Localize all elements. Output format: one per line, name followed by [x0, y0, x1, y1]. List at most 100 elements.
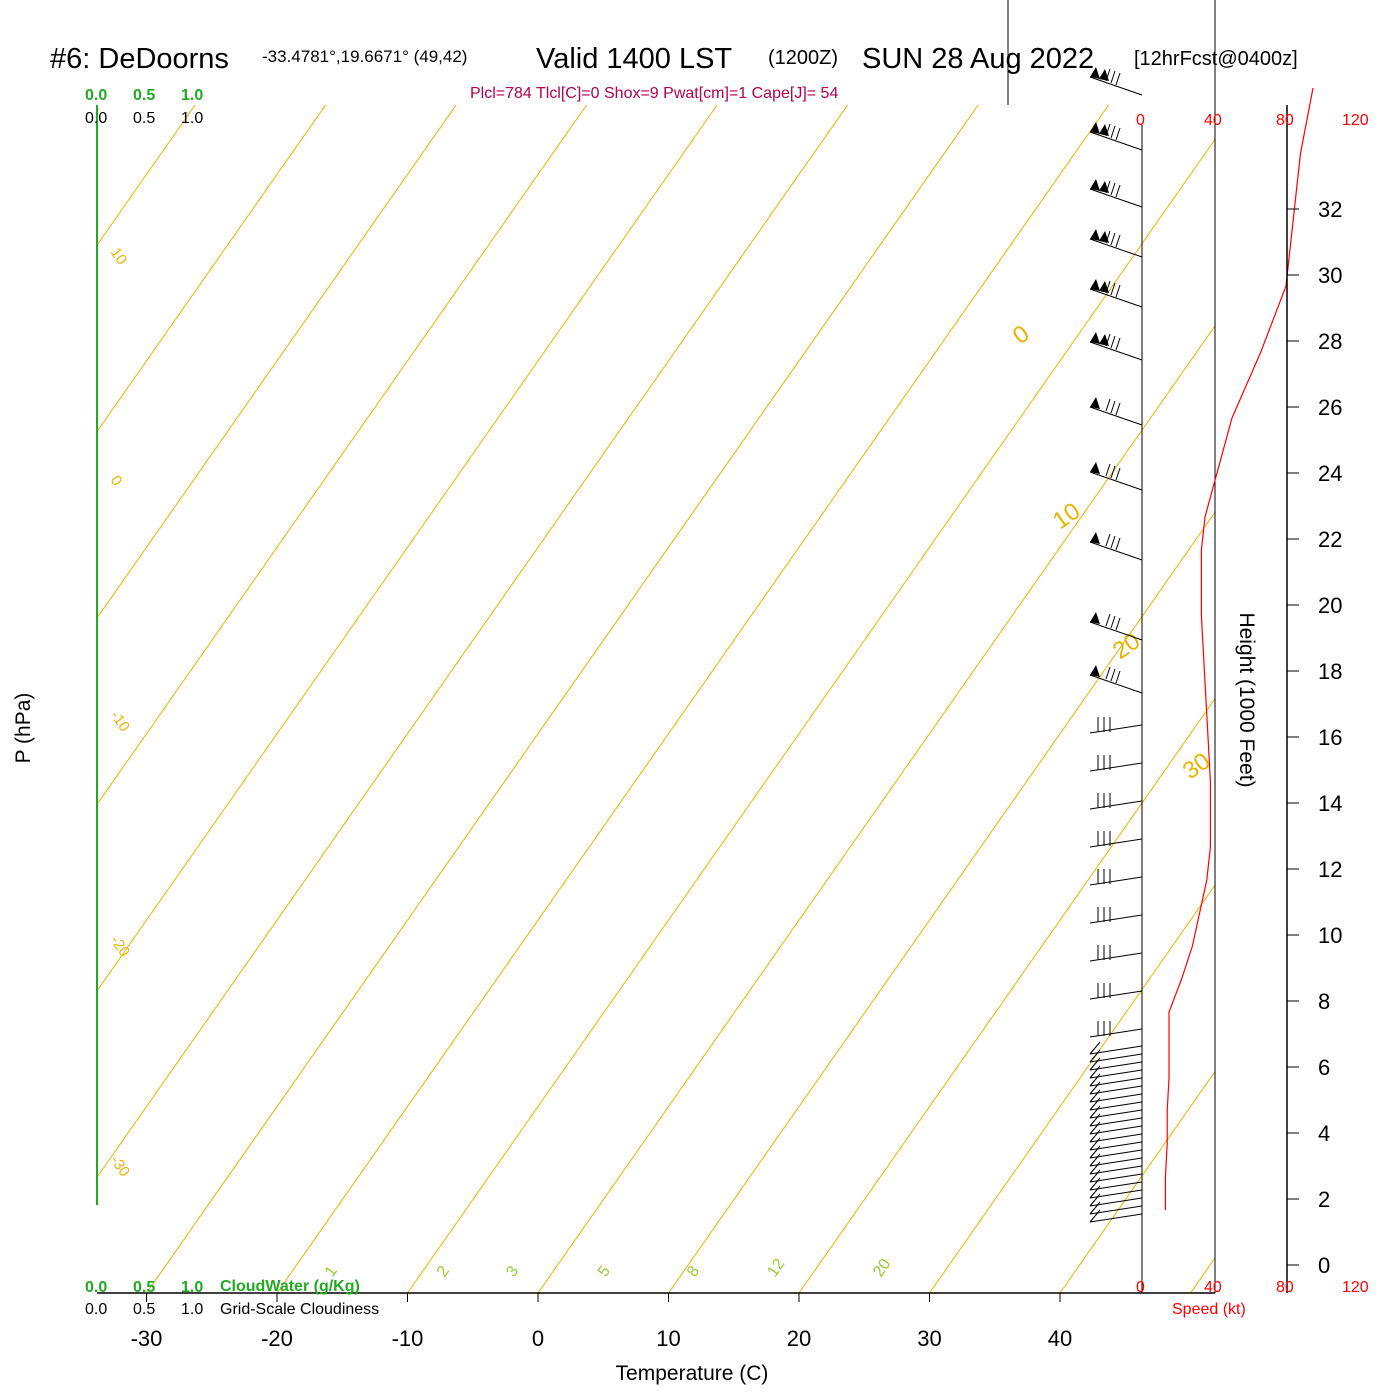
temp-tick-label: -30: [131, 1326, 163, 1351]
height-tick-label: 22: [1318, 527, 1342, 552]
isotherm-line: [1059, 104, 1215, 1293]
header: #6: DeDoorns -33.4781°,19.6671° (49,42) …: [50, 43, 1298, 75]
wind-barb: [1089, 869, 1143, 886]
isotherm-label: 20: [1108, 627, 1145, 664]
speed-top-2: 80: [1276, 112, 1294, 129]
cl-scale-top-0: 0.0: [85, 110, 107, 127]
speed-bot-2: 80: [1276, 1279, 1294, 1296]
cl-scale-bot-0: 0.0: [85, 1301, 107, 1318]
wind-barb: [1089, 179, 1143, 208]
wind-barb: [1089, 665, 1143, 694]
wind-barb: [1089, 717, 1143, 734]
wind-barb: [1089, 67, 1143, 96]
wind-barb: [1089, 1121, 1143, 1135]
cw-scale-bot-0: 0.0: [85, 1279, 107, 1296]
wind-barb: [1089, 462, 1143, 491]
height-tick-label: 24: [1318, 461, 1342, 486]
height-tick-label: 26: [1318, 395, 1342, 420]
temp-tick-label: -20: [261, 1326, 293, 1351]
forecast-text: [12hrFcst@0400z]: [1134, 48, 1298, 70]
wind-barb: [1089, 1113, 1143, 1127]
wind-barb: [1089, 397, 1143, 426]
wind-barb: [1089, 1073, 1143, 1087]
isotherm-label: -10: [107, 708, 133, 736]
date-text: SUN 28 Aug 2022: [862, 43, 1094, 75]
params-line: Plcl=784 Tlcl[C]=0 Shox=9 Pwat[cm]=1 Cap…: [470, 85, 838, 102]
station-title: #6: DeDoorns: [50, 43, 229, 75]
isotherm-line: [97, 104, 457, 1293]
y-axis-title: P (hPa): [12, 693, 35, 764]
cw-scale-top-2: 1.0: [181, 87, 203, 104]
wind-barb: [1089, 532, 1143, 561]
cw-scale-bot-1: 0.5: [133, 1279, 155, 1296]
isotherm-line: [97, 104, 718, 1293]
wind-barb: [1089, 831, 1143, 848]
height-tick-label: 14: [1318, 791, 1342, 816]
isotherm-line: [276, 104, 1110, 1293]
mixing-ratio-label: 12: [764, 1256, 788, 1280]
wind-barb: [1089, 945, 1143, 962]
isotherm-line: [1190, 104, 1215, 1293]
height-tick-label: 16: [1318, 725, 1342, 750]
height-tick-label: 0: [1318, 1253, 1330, 1278]
wind-barb: [1089, 1065, 1143, 1079]
isotherm-label: 0: [1008, 320, 1034, 350]
frame-layer: [96, 0, 1216, 1294]
wind-barb: [1089, 793, 1143, 810]
wind-barb: [1089, 1105, 1143, 1119]
cw-scale-top-0: 0.0: [85, 87, 107, 104]
speed-top-0: 0: [1136, 112, 1145, 129]
wind-barb: [1089, 983, 1143, 1000]
wind-barb: [1089, 122, 1143, 151]
height-tick-label: 30: [1318, 263, 1342, 288]
height-tick-label: 20: [1318, 593, 1342, 618]
height-tick-label: 2: [1318, 1187, 1330, 1212]
mixing-ratio-label: 3: [503, 1263, 522, 1280]
wind-barb: [1089, 1169, 1143, 1183]
wind-barb: [1089, 1193, 1143, 1207]
cl-scale-top-2: 1.0: [181, 110, 203, 127]
height-tick-label: 28: [1318, 329, 1342, 354]
cw-scale-bot-2: 1.0: [181, 1279, 203, 1296]
isotherm-line: [146, 104, 979, 1293]
speed-label: Speed (kt): [1172, 1301, 1246, 1318]
isotherm-line: [537, 104, 1215, 1293]
mixing-ratio-label: 8: [684, 1263, 703, 1280]
wind-speed-panel: [1141, 87, 1314, 1293]
cl-scale-bot-2: 1.0: [181, 1301, 203, 1318]
isotherm-line: [97, 104, 327, 1293]
height-tick-label: 18: [1318, 659, 1342, 684]
isotherm-line: [929, 104, 1215, 1293]
cloud-scale-bottom: 0.0 0.5 1.0 CloudWater (g/Kg) 0.0 0.5 1.…: [85, 1278, 379, 1318]
valid-time: Valid 1400 LST: [536, 43, 732, 75]
wind-barb: [1089, 1049, 1143, 1063]
speed-top-3: 120: [1342, 112, 1369, 129]
speed-bot-0: 0: [1136, 1279, 1145, 1296]
wind-barb: [1089, 1209, 1143, 1223]
temp-tick-label: 40: [1048, 1326, 1072, 1351]
height-tick-label: 10: [1318, 923, 1342, 948]
wind-barb: [1089, 1057, 1143, 1071]
wind-barb: [1089, 279, 1143, 308]
axis-layer: 123581220100-10-20-300102030250300400500…: [107, 245, 1216, 1351]
height-tick-label: 8: [1318, 989, 1330, 1014]
cloud-scale-top: 0.0 0.5 1.0 0.0 0.5 1.0: [85, 87, 203, 127]
wind-barb: [1089, 907, 1143, 924]
isotherm-label: -20: [107, 933, 133, 961]
isotherm-line: [407, 104, 1215, 1293]
wind-barb: [1089, 1161, 1143, 1175]
isotherm-label: 10: [1048, 497, 1085, 534]
temp-tick-label: 10: [656, 1326, 680, 1351]
isotherm-label: 10: [107, 245, 130, 268]
wind-barb: [1089, 1201, 1143, 1215]
speed-ticks-top: 0 40 80 120: [1136, 112, 1369, 129]
speed-top-1: 40: [1204, 112, 1222, 129]
height-tick-label: 6: [1318, 1055, 1330, 1080]
temp-tick-label: -10: [392, 1326, 424, 1351]
wind-barb: [1089, 1041, 1143, 1055]
mixing-ratio-label: 20: [870, 1256, 894, 1280]
wind-barb: [1089, 1153, 1143, 1167]
wind-barb: [1089, 1021, 1143, 1038]
